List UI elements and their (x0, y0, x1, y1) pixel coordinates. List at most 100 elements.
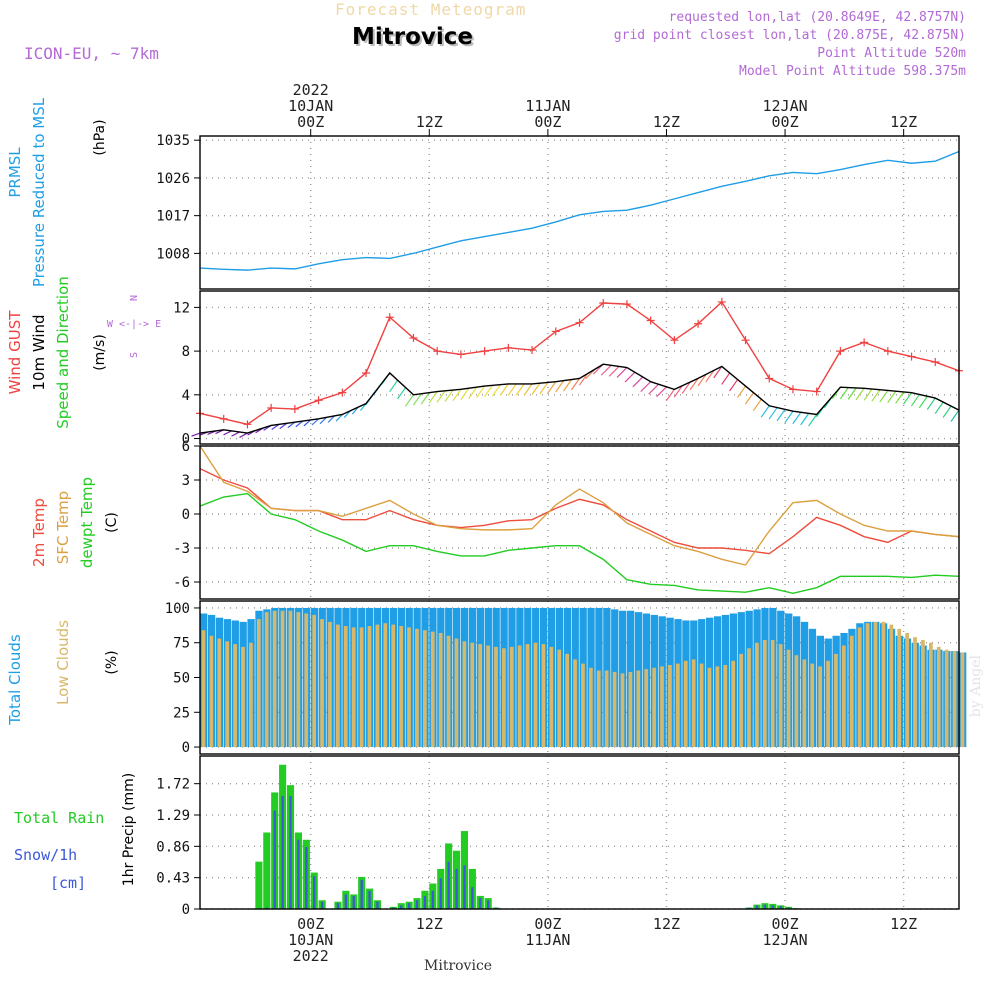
wind-unit: (m/s) (92, 334, 108, 371)
snow-bar (755, 905, 759, 909)
wind-direction-arrow (942, 405, 952, 418)
low-cloud-bar (842, 645, 846, 748)
wind-direction-arrow (855, 387, 865, 401)
low-cloud-bar (818, 666, 822, 748)
low-cloud-bar (225, 641, 230, 748)
y-tick-label: 1026 (156, 171, 190, 187)
wind-direction-arrow (531, 382, 541, 395)
compass-we: W <-|-> E (107, 319, 161, 330)
y-tick-label: 0.86 (156, 839, 190, 855)
snow-bar (336, 903, 340, 909)
gust-marker (290, 405, 299, 414)
y-tick-label: 8 (182, 344, 190, 360)
gust-marker (243, 420, 252, 429)
wind-direction-arrow (752, 398, 762, 412)
top-time-label: 12Z (890, 113, 917, 131)
low-cloud-bar (486, 645, 490, 748)
low-cloud-bar (913, 637, 917, 748)
wind-direction-arrow (547, 381, 557, 394)
y-tick-label: -3 (173, 541, 190, 557)
low-cloud-bar (407, 627, 411, 748)
low-cloud-bar (494, 646, 498, 748)
gust-marker (267, 403, 276, 412)
wind-direction-arrow (950, 409, 960, 422)
wind-direction-arrow (839, 387, 849, 400)
snow-bar (407, 903, 411, 909)
top-time-label: 12JAN (762, 97, 807, 115)
pressure-unit: (hPa) (92, 119, 108, 155)
low-cloud-bar (826, 660, 830, 748)
temp-sfc-label: SFC Temp (54, 491, 72, 564)
low-cloud-bar (312, 614, 316, 748)
low-cloud-bar (296, 612, 301, 748)
wind-direction-arrow (191, 432, 201, 437)
snow-bar (763, 904, 767, 909)
snow-bar (360, 879, 363, 909)
gust-marker (788, 385, 797, 394)
low-cloud-bar (889, 624, 894, 748)
low-cloud-bar (454, 638, 459, 748)
wind-direction-arrow (879, 390, 889, 403)
wind-direction-arrow (768, 407, 778, 420)
top-time-label: 11JAN (525, 97, 570, 115)
wind-direction-arrow (737, 385, 747, 398)
snow-bar (415, 900, 419, 909)
gust-marker (907, 352, 916, 361)
gust-marker (670, 336, 679, 345)
wind-direction-arrow (303, 419, 312, 427)
gust-marker (599, 299, 608, 308)
gust-marker (717, 297, 726, 306)
gust-marker (504, 343, 513, 352)
wind-direction-arrow (223, 430, 232, 436)
wind-direction-arrow (452, 389, 462, 402)
low-cloud-bar (873, 621, 878, 748)
precip-unit: 1hr Precip (mm) (121, 773, 137, 886)
wind-direction-arrow (468, 386, 478, 399)
low-cloud-bar (573, 659, 577, 748)
wind-direction-arrow (476, 385, 486, 398)
low-cloud-bar (723, 664, 728, 748)
top-time-label: 00Z (772, 113, 799, 131)
snow-bar (479, 898, 482, 909)
low-cloud-bar (581, 663, 585, 748)
low-cloud-bar (612, 671, 617, 748)
low-cloud-bar (201, 630, 206, 748)
y-tick-label: 0 (182, 902, 190, 918)
snow-bar (487, 900, 490, 909)
low-cloud-bar (936, 646, 941, 748)
wind-direction-arrow (460, 387, 470, 401)
temp-2m-label: 2m Temp (30, 498, 48, 567)
gust-marker (338, 388, 347, 397)
low-cloud-bar (747, 648, 751, 748)
gust-marker (433, 347, 442, 356)
wind-gust-label: Wind GUST (6, 310, 24, 395)
snow-bar (265, 907, 268, 909)
panel-frame (199, 135, 960, 290)
model-label: ICON-EU, ~ 7km (24, 44, 159, 63)
low-cloud-bar (770, 639, 775, 748)
y-tick-label: 25 (173, 705, 190, 721)
gust-marker (765, 374, 774, 383)
low-clouds-label: Low Clouds (54, 620, 72, 705)
low-cloud-bar (517, 645, 522, 748)
footer-location: Mitrovice (424, 958, 493, 974)
low-cloud-bar (209, 635, 214, 748)
bottom-time-label: 10JAN (288, 931, 333, 949)
y-tick-label: 75 (173, 636, 190, 652)
wind-direction-arrow (499, 383, 509, 396)
wind-direction-arrow (665, 389, 675, 402)
gust-marker (385, 313, 394, 322)
wind-direction-arrow (608, 365, 620, 377)
10m-wind-line (199, 363, 960, 434)
low-cloud-bar (668, 664, 672, 748)
low-cloud-bar (304, 613, 309, 748)
wind-direction-arrow (863, 388, 873, 401)
wind-direction-arrow (484, 385, 494, 398)
low-cloud-bar (470, 642, 475, 748)
snow-bar (463, 865, 466, 909)
low-cloud-bar (944, 649, 949, 748)
requested-coordinates: requested lon,lat (20.8649E, 42.8757N) (668, 10, 966, 25)
wind-direction-arrow (287, 421, 296, 429)
low-cloud-bar (272, 610, 277, 748)
